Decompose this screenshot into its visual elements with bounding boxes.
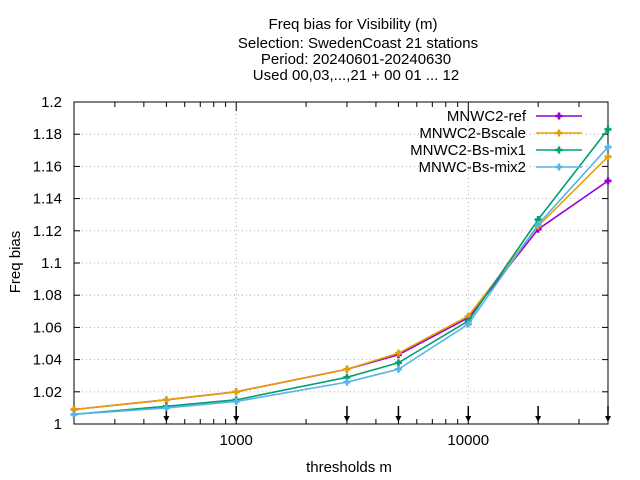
y-tick-label: 1.2 (41, 94, 62, 111)
data-point (232, 388, 240, 396)
x-tick-label: 10000 (447, 432, 489, 449)
x-tick-label: 1000 (220, 432, 253, 449)
data-point (232, 397, 240, 405)
axes (73, 101, 609, 425)
data-point (343, 365, 351, 373)
y-tick-label: 1.16 (33, 158, 62, 175)
y-tick-label: 1.1 (41, 255, 62, 272)
legend-label: MNWC2-Bscale (419, 125, 526, 142)
plot-border (73, 101, 609, 425)
series-line (73, 156, 609, 411)
series (70, 125, 612, 418)
y-tick-label: 1.18 (33, 126, 62, 143)
title-line-4: Used 00,03,...,21 + 00 01 ... 12 (253, 67, 459, 84)
title-line-1: Freq bias for Visibility (m) (269, 16, 438, 33)
grid (74, 102, 608, 424)
x-axis-label: thresholds m (306, 459, 392, 476)
data-point (70, 410, 78, 418)
data-point (162, 404, 170, 412)
tick-labels: 1 1.02 1.04 1.06 1.08 1.1 1.12 1.14 1.16 1.18 1.2 1… (33, 94, 489, 449)
y-tick-label: 1.06 (33, 319, 62, 336)
data-point (534, 220, 542, 228)
legend-label: MNWC-Bs-mix2 (419, 159, 526, 176)
legend-marker (555, 129, 563, 137)
legend-marker (555, 112, 563, 120)
threshold-markers (163, 406, 611, 422)
series-group (70, 143, 612, 418)
data-point (604, 153, 612, 161)
data-point (464, 320, 472, 328)
data-point (604, 125, 612, 133)
data-point (394, 359, 402, 367)
y-tick-label: 1 (54, 416, 62, 433)
y-tick-label: 1.14 (33, 191, 62, 208)
series-line (73, 128, 609, 416)
legend-label: MNWC2-Bs-mix1 (410, 142, 526, 159)
title-line-3: Period: 20240601-20240630 (261, 51, 451, 68)
y-tick-label: 1.02 (33, 384, 62, 401)
series-group (70, 153, 612, 414)
chart-title: Freq bias for Visibility (m) Selection: … (238, 16, 478, 84)
series-line (73, 146, 609, 416)
data-point (394, 365, 402, 373)
legend: MNWC2-refMNWC2-BscaleMNWC2-Bs-mix1MNWC-B… (410, 108, 582, 176)
y-tick-label: 1.08 (33, 287, 62, 304)
data-point (604, 177, 612, 185)
legend-marker (555, 163, 563, 171)
y-tick-label: 1.12 (33, 223, 62, 240)
title-line-2: Selection: SwedenCoast 21 stations (238, 35, 478, 52)
y-tick-label: 1.04 (33, 352, 62, 369)
y-axis-label: Freq bias (7, 231, 24, 294)
data-point (604, 143, 612, 151)
data-point (162, 396, 170, 404)
data-point (394, 349, 402, 357)
data-point (343, 378, 351, 386)
legend-label: MNWC2-ref (447, 108, 527, 125)
series-group (70, 125, 612, 418)
legend-marker (555, 146, 563, 154)
